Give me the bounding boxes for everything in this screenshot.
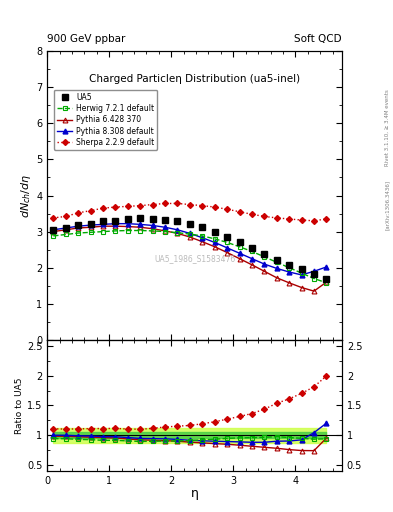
Text: Soft QCD: Soft QCD: [294, 33, 342, 44]
X-axis label: η: η: [191, 487, 198, 500]
Text: [arXiv:1306.3436]: [arXiv:1306.3436]: [385, 180, 390, 230]
Text: Charged Particleη Distribution (ua5-inel): Charged Particleη Distribution (ua5-inel…: [89, 74, 300, 84]
Y-axis label: $dN_{ch}/d\eta$: $dN_{ch}/d\eta$: [19, 174, 33, 218]
Text: UA5_1986_S1583476: UA5_1986_S1583476: [154, 254, 235, 264]
Text: Rivet 3.1.10, ≥ 3.4M events: Rivet 3.1.10, ≥ 3.4M events: [385, 90, 390, 166]
Y-axis label: Ratio to UA5: Ratio to UA5: [15, 377, 24, 434]
Legend: UA5, Herwig 7.2.1 default, Pythia 6.428 370, Pythia 8.308 default, Sherpa 2.2.9 : UA5, Herwig 7.2.1 default, Pythia 6.428 …: [54, 90, 157, 150]
Text: 900 GeV ppbar: 900 GeV ppbar: [47, 33, 125, 44]
